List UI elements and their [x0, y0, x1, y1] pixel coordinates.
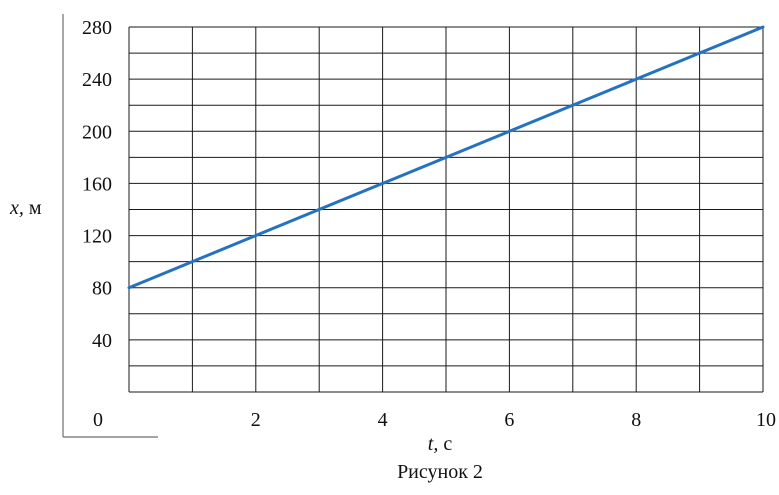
origin-label: 0: [93, 409, 103, 431]
y-axis-label: x, м: [9, 197, 42, 219]
y-tick-label: 200: [82, 121, 112, 143]
y-tick-label: 160: [82, 173, 112, 195]
x-tick-label: 10: [756, 409, 776, 431]
figure-caption: Рисунок 2: [397, 461, 483, 483]
x-tick-label: 8: [631, 409, 641, 431]
y-tick-label: 240: [82, 69, 112, 91]
y-tick-label: 280: [82, 17, 112, 39]
series-line: [127, 25, 765, 290]
y-axis-unit: м: [24, 197, 42, 219]
x-axis-label: t, с: [428, 433, 453, 455]
x-tick-labels: 2 4 6 8 10: [251, 409, 776, 431]
chart-frame: [62, 14, 158, 438]
x-tick-label: 6: [504, 409, 514, 431]
x-axis-unit: с: [438, 433, 452, 455]
y-tick-label: 80: [92, 278, 112, 300]
x-tick-label: 2: [251, 409, 261, 431]
grid: [128, 26, 764, 393]
x-axis-variable: t,: [428, 433, 439, 455]
series-layer: [127, 25, 765, 290]
x-tick-label: 4: [378, 409, 388, 431]
y-tick-labels: 40 80 120 160 200 240 280: [82, 17, 112, 352]
y-axis-variable: x,: [9, 197, 24, 219]
y-tick-label: 40: [92, 330, 112, 352]
y-tick-label: 120: [82, 226, 112, 248]
